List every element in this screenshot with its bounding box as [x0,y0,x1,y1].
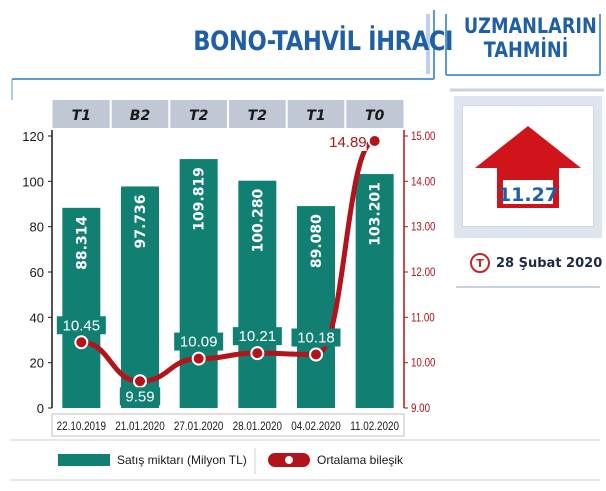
left-axis-tick-label: 40 [30,310,44,325]
x-axis-date-label: 22.10.2019 [57,420,107,433]
series-point [133,374,147,389]
x-axis-date-label: 11.02.2020 [350,420,399,433]
line-value-label: 10.21 [239,328,277,345]
bar [121,186,159,408]
up-arrow-icon [475,126,581,208]
bar [238,180,277,408]
forecast-value: 11.27 [497,184,559,206]
left-axis-tick-label: 60 [30,265,44,280]
column-code-label: T1 [72,108,91,124]
bar-value-label: 89.080 [309,214,325,268]
right-axis-tick-label: 13.00 [411,221,435,234]
bar [297,206,335,408]
line-value-label: 10.18 [297,330,335,347]
series-point [191,351,206,366]
bar-value-label: 103.201 [368,182,384,246]
date-label-band [51,413,405,437]
bar-value-label: 97.736 [133,194,149,248]
left-axis-tick-label: 20 [30,356,44,371]
line-value-label-background [56,316,106,335]
column-code-label: T1 [306,108,325,124]
legend-label-bars: Satış miktarı (Milyon TL) [117,453,247,467]
legend-swatch-bars [58,454,110,466]
x-axis-date-label: 04.02.2020 [291,420,341,433]
chart-title: BONO-TAHVİL İHRACI [193,26,454,57]
experts-title-line1: UZMANLARIN [463,14,597,38]
newspaper-logo-icon: T [470,253,490,273]
column-code-label: T2 [189,108,208,124]
experts-title-line2: TAHMİNİ [483,38,569,62]
left-axis-tick-label: 120 [22,129,44,144]
line-value-label-background [317,132,367,151]
column-code-label: T2 [248,108,267,124]
legend-item-bars: Satış miktarı (Milyon TL) [58,452,247,468]
legend-swatch-line [268,453,310,467]
column-code-label: T0 [365,108,385,124]
experts-forecast-title: UZMANLARIN TAHMİNİ [463,14,597,62]
left-axis-tick-label: 80 [30,220,44,235]
left-axis-tick-label: 0 [37,401,44,416]
series-point [367,133,382,148]
forecast-date: 28 Şubat 2020 [496,255,603,271]
line-value-label-background [232,327,282,346]
line-value-label-background [119,387,161,406]
right-axis-tick-label: 11.00 [411,312,435,325]
x-axis-date-label: 28.01.2020 [233,420,283,433]
line-value-label-background [291,328,341,347]
bar-value-label: 100.280 [250,188,266,252]
series-point [309,347,323,362]
series-point [250,346,265,361]
line-value-label-background [174,332,224,351]
bar [355,174,394,408]
right-axis-tick-label: 15.00 [411,130,435,143]
legend-item-line: Ortalama bileşik [268,452,403,468]
x-axis-date-label: 27.01.2020 [174,420,224,433]
line-value-label: 14.89 [329,134,367,151]
bar [179,159,218,408]
column-code-label: B2 [130,108,150,124]
bar-value-label: 88.314 [74,216,90,270]
right-axis-tick-label: 12.00 [411,266,435,279]
bar [62,207,101,408]
forecast-date-line: T 28 Şubat 2020 [470,252,602,274]
left-axis-tick-label: 100 [22,174,44,189]
right-axis-tick-label: 9.00 [411,402,430,415]
line-value-label: 10.09 [180,334,218,351]
right-axis-tick-label: 14.00 [411,176,435,189]
line-value-label: 10.45 [63,317,101,334]
x-axis-date-label: 21.01.2020 [115,420,165,433]
right-axis-tick-label: 10.00 [411,357,435,370]
series-point [74,335,89,350]
legend-label-line: Ortalama bileşik [317,453,404,467]
line-value-label: 9.59 [125,388,154,405]
bar-value-label: 109.819 [192,167,208,231]
forecast-box: 11.27 [462,105,594,227]
